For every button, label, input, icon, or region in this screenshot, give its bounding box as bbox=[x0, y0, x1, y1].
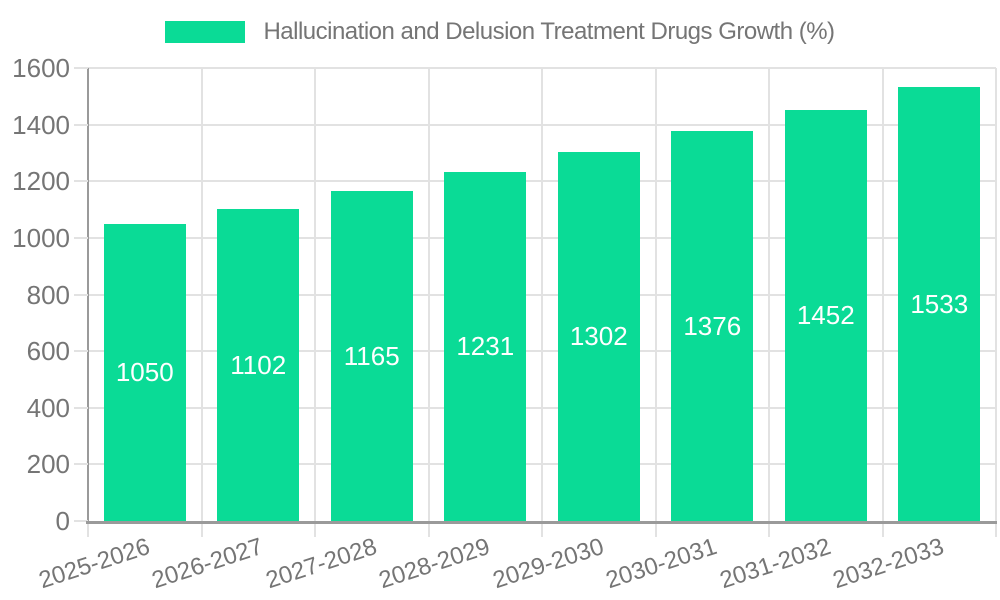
x-tick-label: 2025-2026 bbox=[35, 533, 154, 595]
y-tick-mark bbox=[74, 350, 88, 353]
y-tick-mark bbox=[74, 406, 88, 409]
bar-value-label: 1165 bbox=[343, 340, 400, 371]
legend-label: Hallucination and Delusion Treatment Dru… bbox=[263, 18, 835, 45]
x-tick-mark bbox=[881, 524, 884, 537]
x-axis-line bbox=[86, 521, 997, 524]
bar-2032-2033[interactable]: 1533 bbox=[898, 87, 981, 521]
bar-2025-2026[interactable]: 1050 bbox=[103, 224, 186, 521]
bar-value-label: 1102 bbox=[230, 349, 287, 380]
y-tick-mark bbox=[74, 293, 88, 296]
x-tick-mark bbox=[541, 524, 543, 537]
v-gridline bbox=[200, 68, 203, 521]
y-tick-mark bbox=[74, 520, 88, 522]
x-tick-mark bbox=[995, 524, 997, 537]
y-tick-mark bbox=[74, 463, 88, 466]
y-tick-mark bbox=[74, 180, 88, 183]
bar-value-label: 1050 bbox=[115, 357, 174, 387]
y-tick-mark bbox=[74, 236, 88, 239]
v-gridline bbox=[314, 68, 316, 521]
x-tick-label: 2027-2028 bbox=[262, 533, 381, 595]
y-tick-label: 1200 bbox=[12, 166, 70, 197]
bar-value-label: 1376 bbox=[683, 310, 742, 341]
v-gridline bbox=[541, 68, 543, 521]
plot-area: 1050 1102 1165 1231 1302 1376 1452 1533 bbox=[88, 67, 997, 521]
y-tick-label: 1000 bbox=[12, 222, 70, 253]
y-tick-mark bbox=[74, 67, 88, 69]
y-tick-label: 200 bbox=[26, 449, 70, 480]
bar-2027-2028[interactable]: 1165 bbox=[330, 191, 413, 521]
y-tick-label: 600 bbox=[26, 336, 70, 367]
bar-2026-2027[interactable]: 1102 bbox=[217, 209, 300, 521]
v-gridline bbox=[768, 68, 770, 521]
v-gridline bbox=[995, 68, 997, 521]
bar-2028-2029[interactable]: 1231 bbox=[444, 172, 527, 521]
x-tick-label: 2026-2027 bbox=[149, 533, 267, 595]
bar-value-label: 1533 bbox=[910, 288, 969, 319]
x-tick-label: 2032-2033 bbox=[830, 533, 948, 595]
x-tick-label: 2029-2030 bbox=[489, 533, 608, 595]
y-tick-label: 1600 bbox=[12, 53, 70, 83]
legend-swatch-icon bbox=[165, 21, 246, 43]
x-tick-mark bbox=[654, 524, 657, 537]
v-gridline bbox=[881, 68, 884, 521]
legend[interactable]: Hallucination and Delusion Treatment Dru… bbox=[0, 18, 1000, 45]
x-tick-mark bbox=[87, 524, 89, 537]
y-tick-label: 800 bbox=[26, 279, 70, 310]
bar-value-label: 1452 bbox=[796, 300, 855, 330]
bar-2029-2030[interactable]: 1302 bbox=[557, 152, 640, 521]
bar-2031-2032[interactable]: 1452 bbox=[784, 110, 867, 521]
bar-value-label: 1302 bbox=[569, 321, 628, 351]
x-tick-mark bbox=[200, 524, 203, 537]
x-tick-mark bbox=[314, 524, 316, 537]
bar-value-label: 1231 bbox=[456, 331, 515, 361]
x-tick-label: 2028-2029 bbox=[376, 533, 494, 595]
x-tick-label: 2031-2032 bbox=[716, 533, 835, 595]
y-tick-label: 1400 bbox=[12, 109, 70, 140]
y-tick-mark bbox=[74, 123, 88, 126]
y-tick-label: 0 bbox=[55, 506, 70, 536]
x-tick-mark bbox=[768, 524, 770, 537]
bar-2030-2031[interactable]: 1376 bbox=[671, 131, 754, 521]
v-gridline bbox=[427, 68, 430, 521]
y-tick-label: 400 bbox=[26, 392, 70, 423]
v-gridline bbox=[654, 68, 657, 521]
y-axis-line bbox=[87, 68, 89, 537]
x-tick-label: 2030-2031 bbox=[603, 533, 721, 595]
x-tick-mark bbox=[427, 524, 430, 537]
